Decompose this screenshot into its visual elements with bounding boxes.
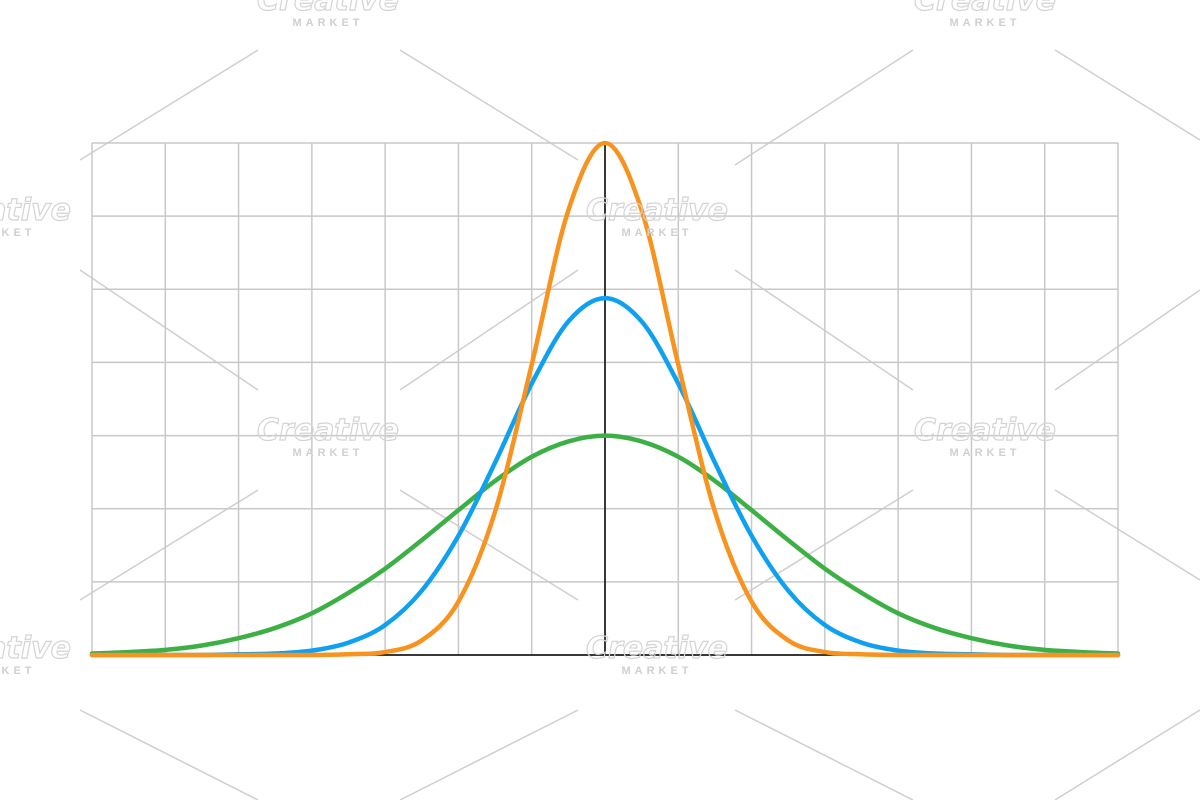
watermark-sub: MARKET bbox=[621, 227, 692, 239]
watermark-sub: MARKET bbox=[0, 227, 36, 239]
watermark-brand: Creative bbox=[0, 631, 71, 666]
grid bbox=[91, 142, 1119, 656]
deco-line bbox=[734, 489, 914, 601]
deco-line bbox=[734, 49, 914, 166]
watermark-brand: Creative bbox=[914, 0, 1056, 18]
deco-line bbox=[399, 269, 579, 391]
watermark-sub: MARKET bbox=[949, 447, 1020, 459]
watermark-brand: Creative bbox=[586, 631, 728, 666]
curve bbox=[89, 140, 1121, 658]
watermark-sub: MARKET bbox=[949, 17, 1020, 29]
deco-line bbox=[734, 709, 914, 800]
curve bbox=[89, 433, 1121, 656]
deco-line bbox=[399, 709, 579, 800]
deco-line bbox=[79, 49, 259, 161]
watermarks: CreativeMARKETCreativeMARKETCreativeMARK… bbox=[0, 0, 1057, 677]
watermark-brand: Creative bbox=[914, 413, 1056, 448]
deco-line bbox=[79, 709, 259, 800]
plot bbox=[89, 140, 1121, 658]
watermark-sub: MARKET bbox=[0, 665, 36, 677]
watermark-brand: Creative bbox=[586, 193, 728, 228]
deco-line bbox=[1054, 489, 1200, 581]
watermark-sub: MARKET bbox=[621, 665, 692, 677]
deco-line bbox=[1054, 289, 1200, 391]
deco-line bbox=[79, 269, 259, 391]
watermark-sub: MARKET bbox=[292, 447, 363, 459]
deco-line bbox=[734, 269, 914, 391]
deco-line bbox=[399, 49, 579, 161]
deco-line bbox=[79, 489, 259, 601]
deco-line bbox=[1054, 709, 1200, 800]
watermark-brand: Creative bbox=[257, 0, 399, 18]
deco-line bbox=[1054, 49, 1200, 141]
watermark-brand: Creative bbox=[0, 193, 71, 228]
watermark-sub: MARKET bbox=[292, 17, 363, 29]
watermark-brand: Creative bbox=[257, 413, 399, 448]
